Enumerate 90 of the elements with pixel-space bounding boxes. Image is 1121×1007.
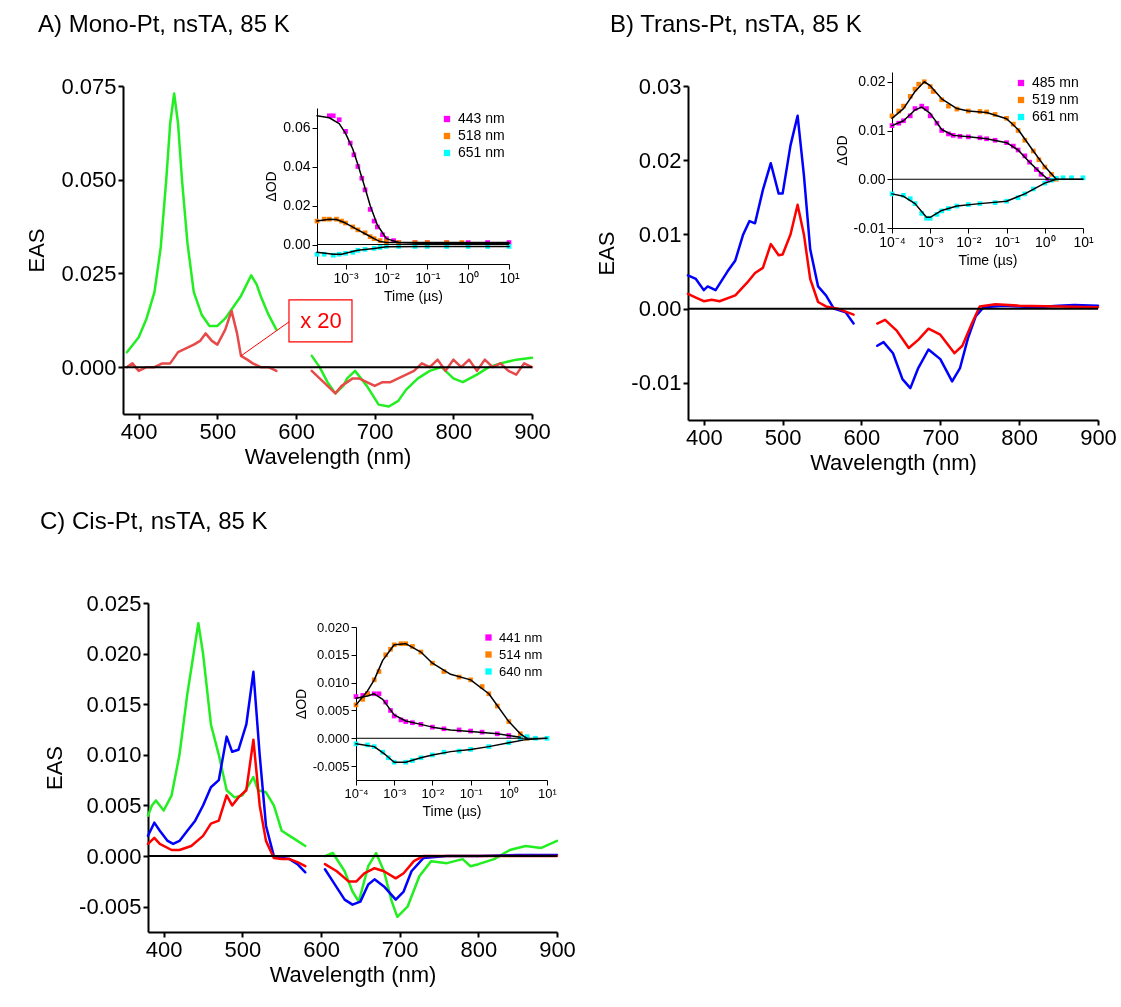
y-tick-label: 0.000 [61, 354, 117, 380]
y-axis-title: EAS [42, 745, 68, 791]
y-tick-label: -0.01 [631, 370, 682, 396]
legend-label: 651 nm [458, 144, 505, 160]
x-tick-label: 10⁰ [499, 785, 520, 801]
x-tick-label: 10⁻³ [918, 233, 944, 250]
x-tick-label: 10¹ [499, 269, 520, 286]
y-tick-label: -0.005 [312, 758, 350, 774]
y-tick-label: 0.075 [61, 73, 117, 99]
x-tick-label: 500 [199, 418, 237, 444]
x-axis-title: Time (µs) [422, 802, 482, 819]
y-tick-label: -0.005 [79, 894, 142, 920]
y-tick-label: 0.03 [638, 73, 682, 99]
x-axis-title: Time (µs) [384, 287, 443, 304]
y-axis-title: EAS [594, 231, 620, 276]
y-tick-label: 0.010 [86, 742, 142, 768]
chart-title: A) Mono-Pt, nsTA, 85 K [38, 10, 290, 37]
legend-label: 518 nm [458, 127, 505, 143]
x-axis-title: Wavelength (nm) [810, 449, 977, 475]
x-tick-label: 400 [685, 424, 723, 450]
x-tick-label: 400 [120, 418, 158, 444]
x-axis-title: Wavelength (nm) [269, 961, 437, 987]
x-tick-label: 600 [843, 424, 881, 450]
x-tick-label: 10⁻⁴ [879, 233, 906, 250]
legend-label: 661 nm [1032, 108, 1079, 124]
x-tick-label: 10⁻¹ [415, 269, 441, 286]
x-tick-label: 10⁻³ [333, 269, 360, 286]
x-tick-label: 800 [1001, 424, 1039, 450]
y-tick-label: 0.00 [638, 296, 682, 322]
y-tick-label: 0.01 [858, 122, 886, 138]
x-tick-label: 10⁻² [374, 269, 400, 286]
x-tick-label: 900 [514, 418, 551, 444]
x-tick-label: 10⁻² [956, 233, 982, 250]
y-tick-label: 0.01 [638, 221, 682, 247]
y-tick-label: 0.015 [316, 647, 350, 663]
x-tick-label: 10⁻³ [383, 785, 407, 801]
legend-label: 640 nm [499, 663, 543, 679]
x-tick-label: 900 [1080, 424, 1117, 450]
y-tick-label: 0.000 [86, 843, 142, 869]
x-tick-label: 10⁰ [1035, 233, 1056, 250]
x-tick-label: 600 [303, 936, 340, 962]
chart-title: B) Trans-Pt, nsTA, 85 K [610, 10, 862, 37]
y-tick-label: 0.020 [86, 641, 142, 667]
y-tick-label: 0.015 [86, 691, 142, 717]
x-tick-label: 10⁻⁴ [344, 785, 369, 801]
x-tick-label: 10⁻¹ [994, 233, 1021, 250]
legend-label: 485 mn [1032, 74, 1079, 90]
y-tick-label: 0.04 [283, 158, 311, 174]
x-tick-label: 800 [460, 936, 498, 962]
y-tick-label: 0.010 [316, 675, 350, 691]
x-axis-title: Wavelength (nm) [244, 443, 412, 469]
y-tick-label: 0.02 [858, 73, 886, 90]
y-tick-label: 0.025 [61, 260, 117, 286]
legend-label: 443 nm [458, 110, 505, 126]
y-axis-title: EAS [24, 228, 50, 273]
x-tick-label: 700 [356, 418, 394, 444]
x-tick-label: 700 [381, 936, 419, 962]
x-tick-label: 500 [764, 424, 802, 450]
y-tick-label: 0.02 [283, 197, 311, 213]
y-tick-label: 0.00 [858, 170, 886, 187]
legend-label: 514 nm [499, 646, 543, 662]
y-tick-label: 0.005 [316, 702, 350, 718]
y-tick-label: 0.000 [316, 730, 350, 746]
annotation: x 20 [300, 307, 342, 333]
y-axis-title: ΔOD [833, 135, 850, 166]
y-axis-title: ΔOD [263, 171, 280, 202]
legend-label: 441 nm [499, 629, 543, 645]
y-tick-label: 0.005 [86, 792, 142, 818]
x-tick-label: 700 [922, 424, 960, 450]
y-tick-label: 0.00 [283, 236, 311, 252]
x-tick-label: 10⁻¹ [459, 785, 484, 801]
y-axis-title: ΔOD [292, 688, 309, 720]
x-tick-label: 400 [145, 936, 183, 962]
x-tick-label: 10⁻² [421, 785, 445, 801]
x-tick-label: 900 [539, 936, 576, 962]
y-tick-label: 0.02 [638, 147, 682, 173]
x-tick-label: 10¹ [1073, 233, 1094, 250]
x-axis-title: Time (µs) [958, 251, 1018, 268]
chart-title: C) Cis-Pt, nsTA, 85 K [40, 507, 268, 534]
y-tick-label: 0.050 [61, 167, 117, 193]
x-tick-label: 500 [224, 936, 262, 962]
y-tick-label: 0.020 [316, 619, 350, 635]
y-tick-label: -0.01 [853, 219, 886, 236]
y-tick-label: 0.06 [283, 119, 311, 135]
y-tick-label: 0.025 [86, 590, 142, 616]
x-tick-label: 10⁰ [458, 269, 479, 286]
x-tick-label: 800 [435, 418, 473, 444]
x-tick-label: 10¹ [538, 785, 558, 801]
legend-label: 519 nm [1032, 91, 1079, 107]
x-tick-label: 600 [278, 418, 315, 444]
